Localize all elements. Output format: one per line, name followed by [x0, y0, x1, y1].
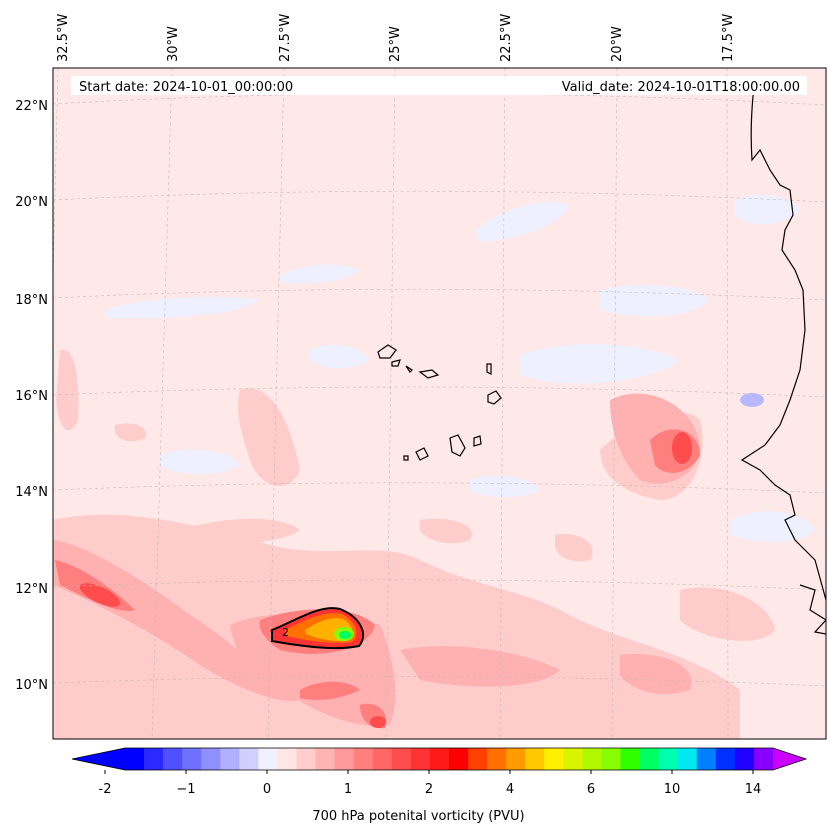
- colorbar-swatch: [391, 748, 412, 770]
- lat-label: 22°N: [15, 99, 48, 114]
- colorbar-extend-over: [773, 748, 806, 770]
- colorbar-swatch: [563, 748, 583, 770]
- colorbar-swatch: [258, 748, 278, 770]
- colorbar: [71, 747, 808, 774]
- gridlines: [53, 68, 826, 739]
- lon-label: 32.5°W: [56, 14, 71, 62]
- colorbar-swatch: [163, 748, 183, 770]
- cb-tick: 2: [425, 782, 433, 797]
- colorbar-swatch: [639, 748, 660, 770]
- african-coast: [740, 79, 826, 601]
- cb-tick: 0: [263, 782, 271, 797]
- colorbar-swatch: [239, 748, 259, 770]
- cb-tick: −1: [176, 782, 195, 797]
- colorbar-ticks: -2 −1 0 1 2 4 6 10 14: [99, 782, 762, 797]
- colorbar-swatch: [449, 748, 469, 770]
- colorbar-swatch: [182, 748, 202, 770]
- colorbar-outline: [71, 747, 808, 771]
- lon-label: 30°W: [166, 26, 181, 62]
- info-bar: Start date: 2024-10-01_00:00:00 Valid_da…: [71, 76, 807, 95]
- colorbar-swatch: [677, 748, 698, 770]
- lon-label: 20°W: [610, 26, 625, 62]
- contour-label: 2: [282, 626, 289, 639]
- lon-label: 22.5°W: [499, 14, 514, 62]
- colorbar-swatch: [620, 748, 641, 770]
- coast-extra: [799, 584, 826, 635]
- valid-date-label: Valid_date: 2024-10-01T18:00:00.00: [562, 80, 800, 95]
- colorbar-extend-under: [72, 748, 125, 770]
- colorbar-swatch: [525, 748, 545, 770]
- colorbar-swatch: [582, 748, 602, 770]
- colorbar-swatch: [315, 748, 336, 770]
- positive-pv-stronger: [79, 432, 692, 728]
- lon-label: 27.5°W: [278, 14, 293, 62]
- colorbar-swatch: [506, 748, 526, 770]
- colorbar-swatch: [487, 748, 507, 770]
- coastlines: [377, 79, 826, 635]
- lon-label: 17.5°W: [721, 14, 736, 62]
- colorbar-swatch: [125, 748, 145, 770]
- cb-tick: 6: [587, 782, 595, 797]
- colorbar-swatch: [468, 748, 488, 770]
- colorbar-swatch: [220, 748, 240, 770]
- lat-label: 20°N: [15, 195, 48, 210]
- colorbar-swatch: [715, 748, 736, 770]
- colorbar-swatch: [753, 748, 774, 770]
- colorbar-swatch: [144, 748, 164, 770]
- cb-tick: 10: [664, 782, 681, 797]
- lat-label: 16°N: [15, 389, 48, 404]
- colorbar-swatch: [277, 748, 298, 770]
- colorbar-swatch: [429, 748, 450, 770]
- lat-label: 10°N: [15, 678, 48, 693]
- lat-label: 14°N: [15, 485, 48, 500]
- colorbar-swatch: [353, 748, 374, 770]
- colorbar-swatch: [410, 748, 431, 770]
- colorbar-swatch: [601, 748, 622, 770]
- lon-label: 25°W: [388, 26, 403, 62]
- colorbar-swatch: [544, 748, 564, 770]
- start-date-label: Start date: 2024-10-01_00:00:00: [79, 80, 293, 95]
- cb-tick: 1: [344, 782, 352, 797]
- colorbar-swatch: [734, 748, 755, 770]
- colorbar-swatch: [658, 748, 679, 770]
- positive-pv-medium: [53, 393, 700, 726]
- longitude-labels: 32.5°W 30°W 27.5°W 25°W 22.5°W 20°W 17.5…: [56, 14, 736, 62]
- positive-pv-light: [53, 349, 775, 739]
- pv-vortex-core: 2: [270, 607, 365, 650]
- colorbar-swatch: [296, 748, 317, 770]
- colorbar-swatch: [334, 748, 355, 770]
- colorbar-swatch: [696, 748, 717, 770]
- cb-tick: 4: [506, 782, 514, 797]
- cape-verde-islands: [377, 344, 502, 461]
- latitude-labels: 22°N 20°N 18°N 16°N 14°N 12°N 10°N: [15, 99, 48, 693]
- cb-tick: 14: [745, 782, 762, 797]
- negative-pv-patches: [55, 194, 815, 697]
- colorbar-label: 700 hPa potenital vorticity (PVU): [312, 809, 525, 824]
- lat-label: 12°N: [15, 582, 48, 597]
- cb-tick: -2: [99, 782, 112, 797]
- colorbar-swatch: [201, 748, 221, 770]
- colorbar-swatch: [372, 748, 393, 770]
- lat-label: 18°N: [15, 293, 48, 308]
- map-frame: [52, 67, 827, 740]
